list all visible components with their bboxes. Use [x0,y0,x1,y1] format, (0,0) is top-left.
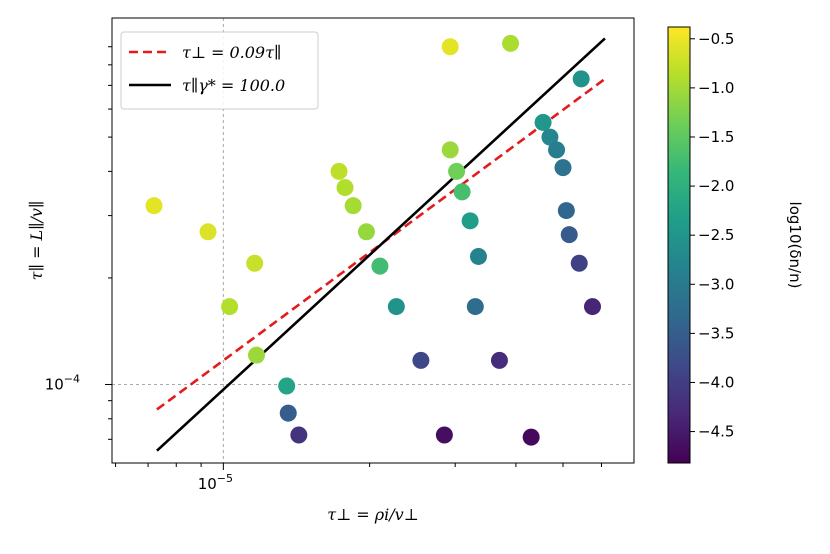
y-tick-label: 10−4 [45,372,80,393]
colorbar-tick-label: −4.5 [698,423,734,441]
black-solid-fit-line [156,37,606,452]
colorbar-tick-label: −3.5 [698,324,734,342]
scatter-point [469,247,487,265]
scatter-point [247,346,265,364]
scatter-point [278,377,296,395]
x-axis-title: τ⊥ = ρi/v⊥ [327,505,418,524]
colorbar-tick-label: −1.5 [698,128,734,146]
scatter-point [290,426,308,444]
scatter-point [441,141,459,159]
scatter-point [435,426,453,444]
scatter-point [357,223,375,241]
colorbar-gradient [667,26,691,464]
legend-label: τ∥γ* = 100.0 [182,76,285,95]
scatter-point [541,128,559,146]
legend: τ⊥ = 0.09τ∥ τ∥γ* = 100.0 [120,31,319,110]
scatter-point [572,70,590,88]
scatter-point [221,298,239,316]
plot-area: 10−5 10−4 τ⊥ = ρi/v⊥ τ∥ = L∥/v∥ [27,17,635,524]
scatter-point [330,162,348,180]
colorbar-tick-label: −3.0 [698,275,734,293]
scatter-point [534,113,552,131]
scatter-point [387,298,405,316]
scatter-point [461,212,479,230]
y-axis-title: τ∥ = L∥/v∥ [27,201,46,281]
red-dashed-fit-line [156,77,606,411]
scatter-point [246,254,264,272]
colorbar: −0.5 −1.0 −1.5 −2.0 −2.5 −3.0 −3.5 −4.0 −4.5 log1… [667,26,804,464]
scatter-point [453,183,471,201]
scatter-point [548,141,566,159]
scatter-point [554,159,572,177]
scatter-point [371,257,389,275]
colorbar-title: log10(δn/n) [786,202,804,289]
scatter-point [145,197,163,215]
plot-frame [111,17,635,464]
x-tick-label: 10−5 [198,472,233,493]
scatter-point [199,223,217,241]
scatter-point [466,298,484,316]
scatter-point [490,351,508,369]
scatter-point [279,404,297,422]
colorbar-tick-label: −2.5 [698,226,734,244]
colorbar-tick-label: −0.5 [698,30,734,48]
scatter-point [522,428,540,446]
scatter-point [502,34,520,52]
scatter-point [560,226,578,244]
legend-box [120,31,319,110]
scatter-point [412,351,430,369]
scatter-point [344,197,362,215]
scatter-point [336,179,354,197]
scatter-point [557,202,575,220]
scatter-point [448,162,466,180]
scatter-point [441,38,459,56]
colorbar-tick-label: −4.0 [698,373,734,391]
colorbar-tick-label: −1.0 [698,79,734,97]
colorbar-tick-label: −2.0 [698,177,734,195]
legend-label: τ⊥ = 0.09τ∥ [182,43,281,62]
scatter-point [570,254,588,272]
scatter-point [583,298,601,316]
